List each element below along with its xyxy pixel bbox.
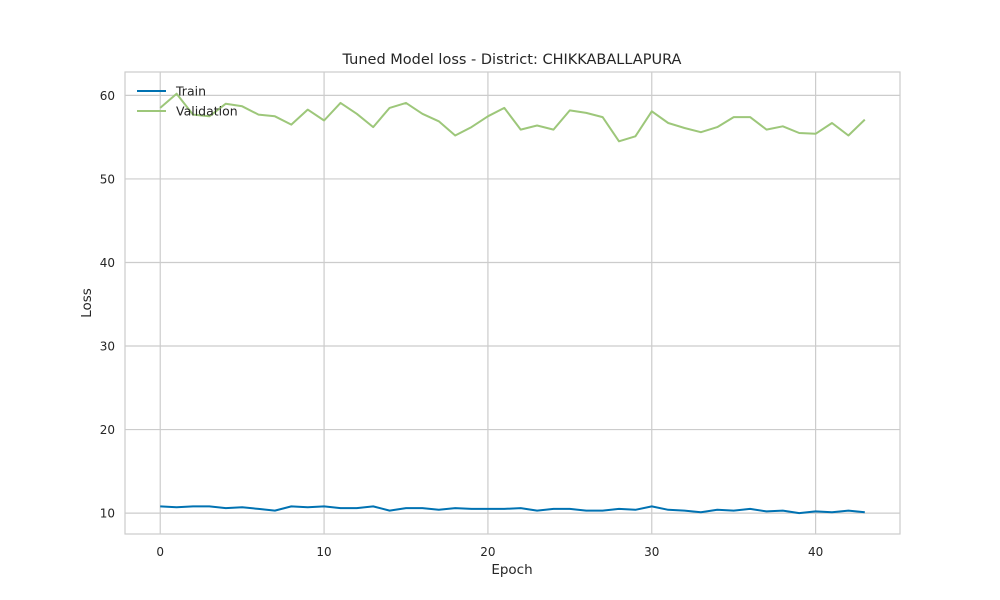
x-axis-label: Epoch — [491, 562, 532, 578]
tick-labels: 0 10 20 30 40 10 20 30 40 50 60 — [100, 89, 824, 559]
series-lines — [159, 92, 866, 515]
y-tick-label: 50 — [100, 172, 115, 186]
chart-title: Tuned Model loss - District: CHIKKABALLA… — [342, 52, 682, 68]
x-tick-label: 0 — [156, 545, 164, 559]
grid-lines — [125, 72, 900, 534]
legend-label-validation: Validation — [176, 104, 238, 119]
x-tick-label: 10 — [316, 545, 331, 559]
y-tick-label: 30 — [100, 340, 115, 354]
y-tick-label: 40 — [100, 256, 115, 270]
train-line — [160, 505, 865, 515]
x-tick-label: 40 — [808, 545, 823, 559]
legend: Train Validation — [137, 84, 238, 119]
legend-label-train: Train — [175, 84, 206, 99]
y-axis-label: Loss — [79, 288, 95, 318]
y-tick-label: 60 — [100, 89, 115, 103]
plot-area — [124, 71, 901, 535]
y-tick-label: 10 — [100, 507, 115, 521]
validation-line — [159, 92, 866, 143]
x-tick-label: 20 — [480, 545, 495, 559]
x-tick-label: 30 — [644, 545, 659, 559]
y-tick-label: 20 — [100, 423, 115, 437]
